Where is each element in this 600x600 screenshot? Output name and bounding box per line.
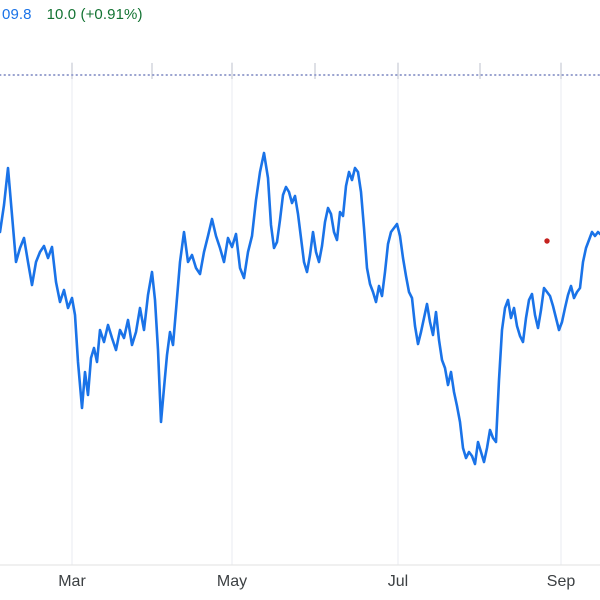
x-axis-label: May — [217, 573, 247, 590]
event-marker-dot[interactable] — [544, 238, 550, 244]
price-change-value: 10.0 (+0.91%) — [46, 6, 143, 23]
x-axis-label: Sep — [547, 573, 576, 590]
price-value: 09.8 — [2, 6, 32, 23]
quote-header: 09.8 10.0 (+0.91%) — [2, 5, 143, 25]
x-axis-label: Mar — [58, 573, 86, 590]
x-axis-label: Jul — [388, 573, 408, 590]
price-line — [0, 151, 600, 466]
